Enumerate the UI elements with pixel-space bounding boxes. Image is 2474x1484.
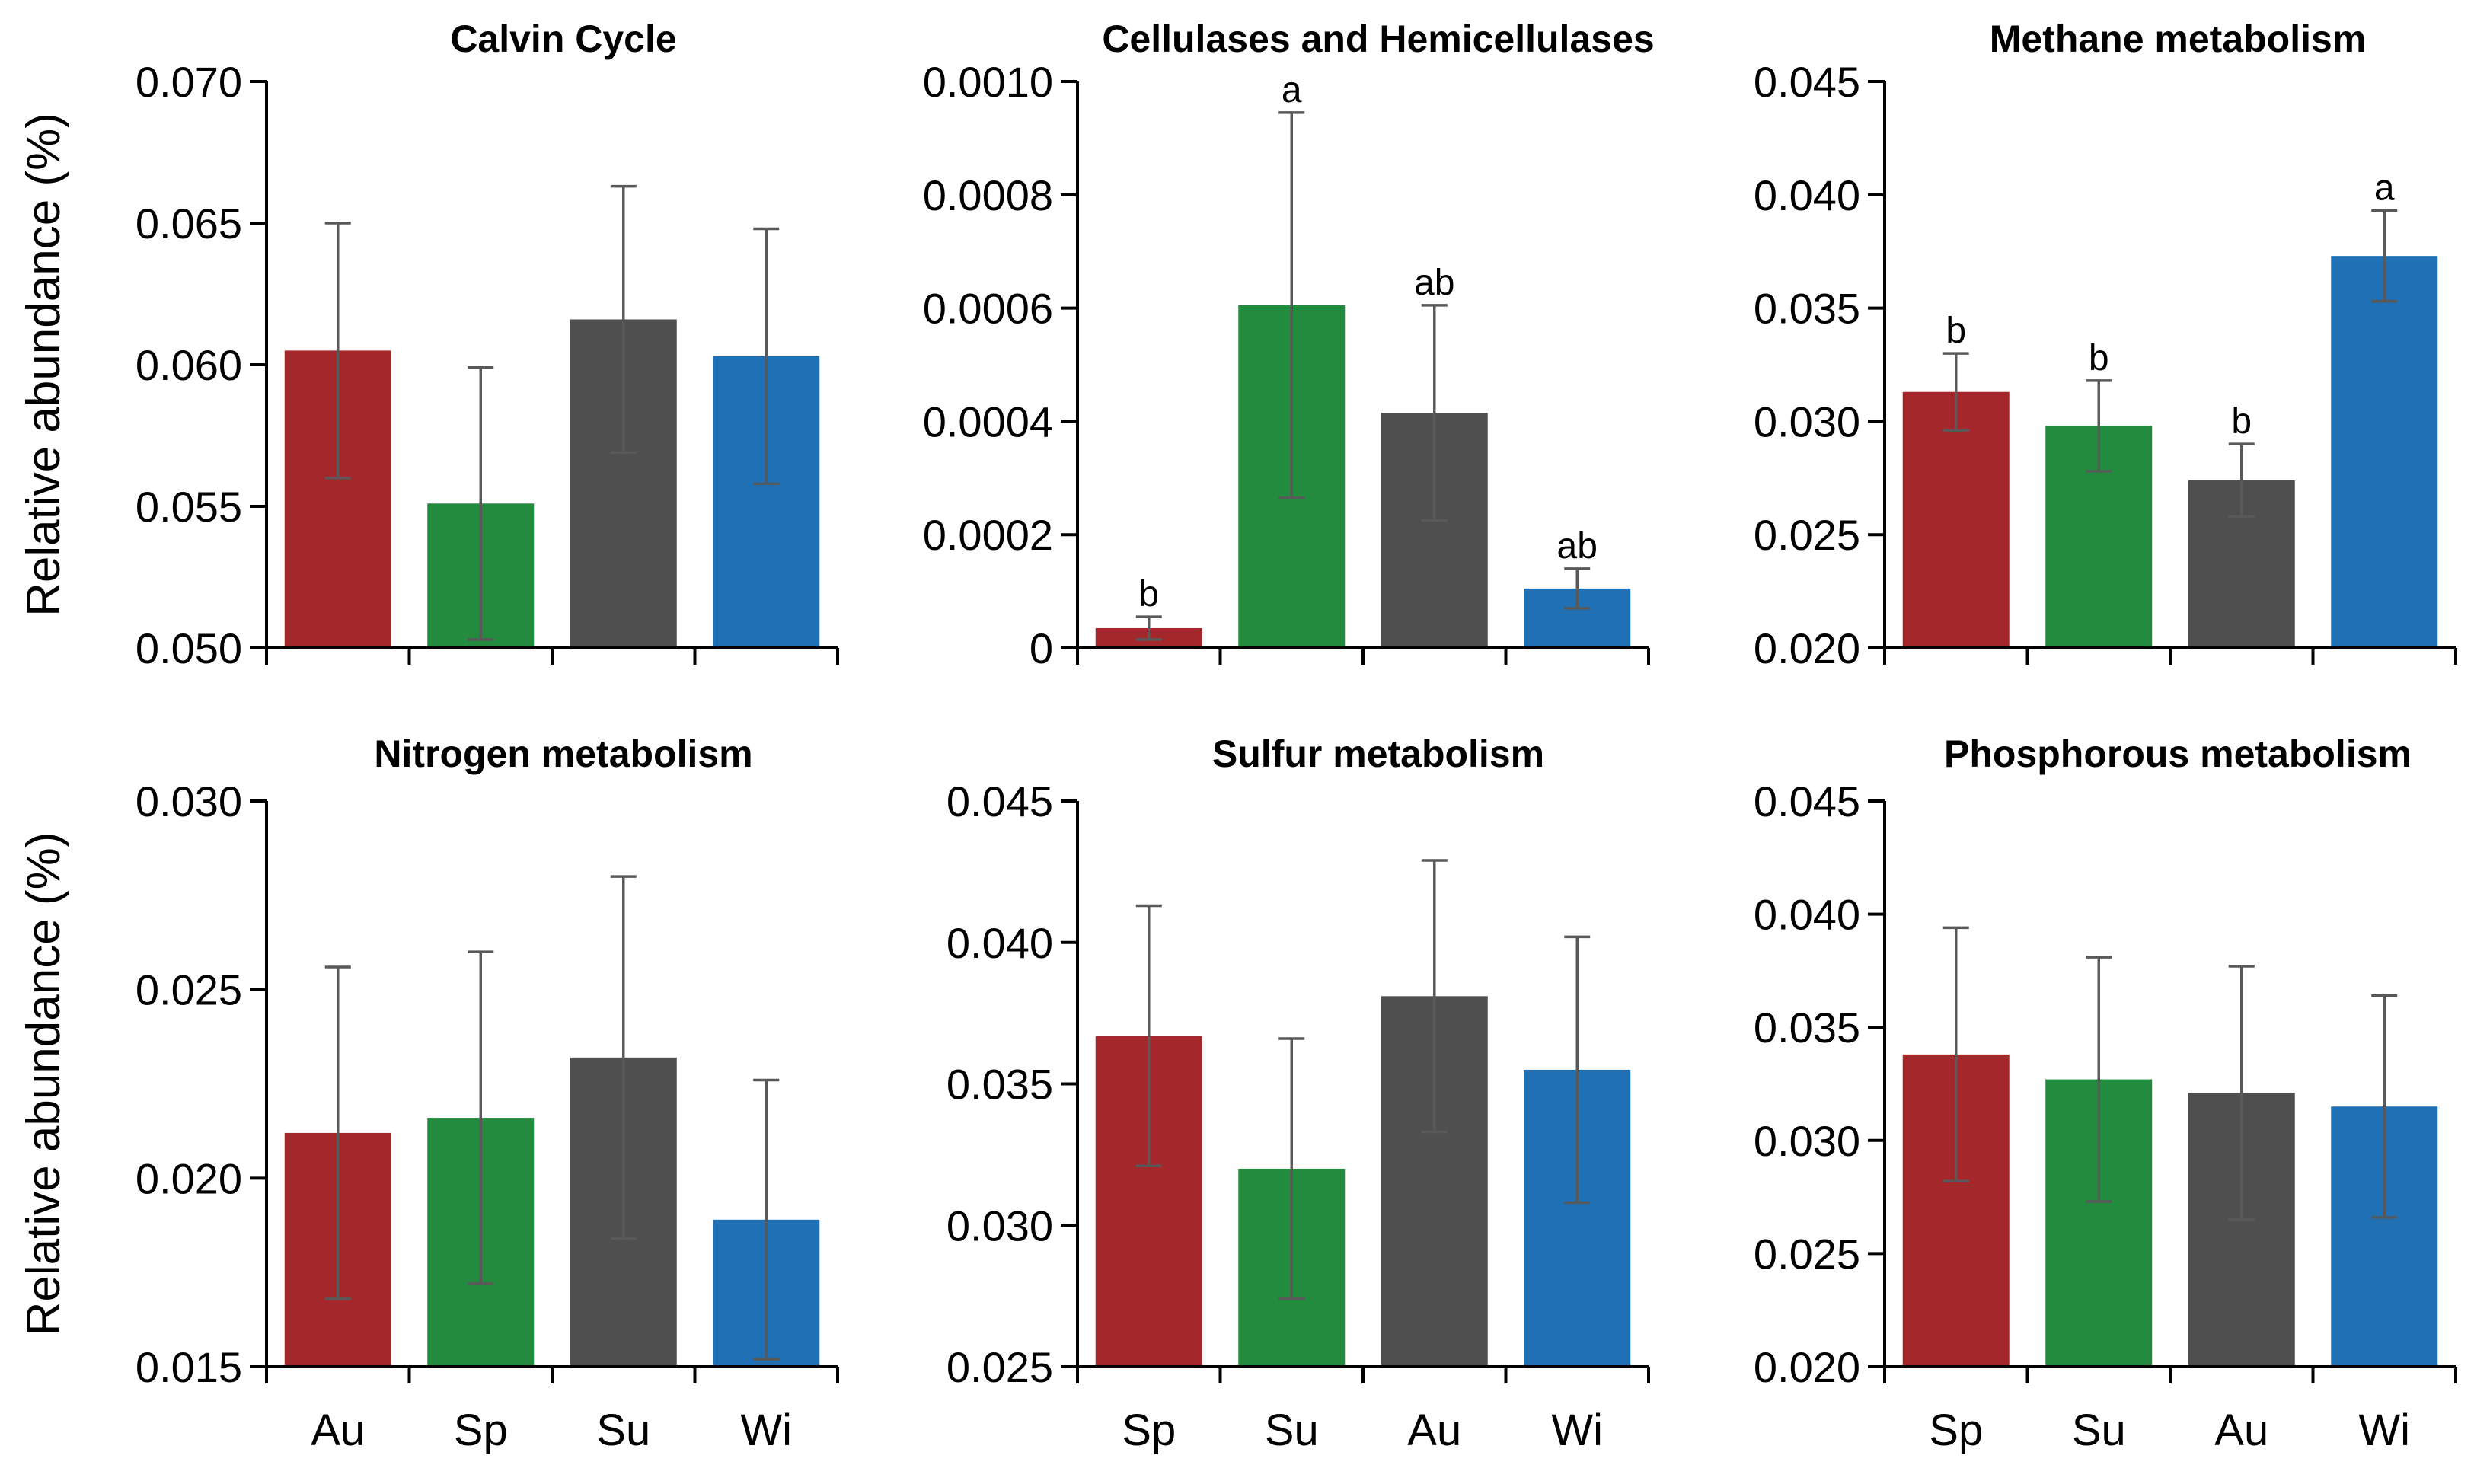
panel-4-x-tick-label: Sp [454,1406,508,1455]
panel-2-sig-label-au: ab [1414,263,1454,303]
panel-4-x-tick-label: Wi [740,1406,792,1455]
panel-3-bar-sp [1902,391,2010,648]
panel-4-y-tick-label: 0.030 [136,777,242,825]
panel-6-title: Phosphorous metabolism [1944,732,2412,775]
panel-6-y-tick-label: 0.040 [1754,891,1860,939]
panel-5-y-tick-label: 0.030 [947,1202,1053,1249]
panel-2-sig-label-sp: b [1138,574,1159,614]
panel-5-title: Sulfur metabolism [1212,732,1544,775]
panel-2-y-tick-label: 0.0008 [923,171,1053,219]
panel-3-y-tick-label: 0.020 [1754,624,1860,672]
panel-4-x-tick-label: Au [311,1406,365,1455]
panel-5-y-tick-label: 0.035 [947,1061,1053,1109]
panel-6-y-tick-label: 0.030 [1754,1117,1860,1165]
panel-4-x-tick-label: Su [596,1406,650,1455]
panel-6-y-tick-label: 0.035 [1754,1004,1860,1052]
panel-2-y-tick-label: 0.0006 [923,285,1053,333]
panel-3-sig-label-sp: b [1946,311,1966,351]
panel-6-x-tick-label: Sp [1929,1406,1983,1455]
panel-4-y-axis-label: Relative abundance (%) [18,832,70,1336]
panel-2-sig-label-su: a [1282,70,1302,110]
panel-4-y-tick-label: 0.015 [136,1343,242,1391]
panel-3-sig-label-wi: a [2374,168,2395,209]
panel-3-y-tick-label: 0.035 [1754,285,1860,333]
panel-6-y-tick-label: 0.020 [1754,1343,1860,1391]
panel-4-y-tick-label: 0.025 [136,966,242,1014]
panel-5-x-tick-label: Au [1407,1406,1461,1455]
panel-5-y-tick-label: 0.040 [947,919,1053,967]
panel-1-y-tick-label: 0.070 [136,58,242,106]
panel-1-y-axis-label: Relative abundance (%) [18,113,70,617]
panel-3-sig-label-su: b [2089,338,2109,378]
panel-2-title: Cellulases and Hemicellulases [1102,18,1654,60]
panel-5-x-tick-label: Sp [1122,1406,1176,1455]
panel-2-y-tick-label: 0 [1030,624,1053,672]
panel-1-y-tick-label: 0.065 [136,199,242,247]
panel-5-y-tick-label: 0.025 [947,1343,1053,1391]
panel-1-title: Calvin Cycle [450,18,676,60]
panel-2-y-tick-label: 0.0002 [923,511,1053,559]
panel-6-y-tick-label: 0.045 [1754,777,1860,825]
panel-1-y-tick-label: 0.060 [136,341,242,389]
panel-1-y-tick-label: 0.050 [136,624,242,672]
panel-6-x-tick-label: Au [2214,1406,2268,1455]
panel-3-sig-label-au: b [2231,401,2252,442]
panel-3-y-tick-label: 0.030 [1754,397,1860,445]
panel-5-x-tick-label: Wi [1551,1406,1603,1455]
panel-4-y-tick-label: 0.020 [136,1154,242,1202]
panel-3-title: Methane metabolism [1990,18,2367,60]
panel-3-y-tick-label: 0.040 [1754,171,1860,219]
panel-2-y-tick-label: 0.0010 [923,58,1053,106]
panel-1-y-tick-label: 0.055 [136,483,242,531]
panel-3-y-tick-label: 0.045 [1754,58,1860,106]
panel-6-x-tick-label: Wi [2358,1406,2410,1455]
panel-5-x-tick-label: Su [1265,1406,1319,1455]
panel-4-title: Nitrogen metabolism [374,732,752,775]
panel-6-x-tick-label: Su [2072,1406,2126,1455]
panel-3-bar-wi [2331,256,2438,649]
panel-2-y-tick-label: 0.0004 [923,397,1053,445]
panel-2-sig-label-wi: ab [1557,526,1598,566]
panel-3-y-tick-label: 0.025 [1754,511,1860,559]
panel-6-y-tick-label: 0.025 [1754,1230,1860,1278]
panel-5-y-tick-label: 0.045 [947,777,1053,825]
